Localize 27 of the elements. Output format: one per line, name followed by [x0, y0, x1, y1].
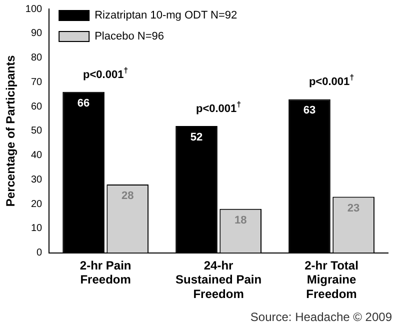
annotation: p<0.001†	[308, 73, 354, 88]
y-tick-label: 90	[30, 28, 43, 40]
y-tick-label: 80	[30, 52, 43, 64]
y-tick-label: 10	[30, 223, 43, 234]
source-note: Source: Headache © 2009	[250, 310, 392, 324]
x-tick-label: 2-hr Total Migraine Freedom	[304, 258, 358, 302]
y-tick-label: 60	[30, 101, 43, 112]
y-axis-title: Percentage of Participants	[4, 54, 18, 207]
data-label: 66	[77, 97, 90, 110]
data-label: 23	[347, 202, 360, 214]
y-tick-label: 50	[30, 126, 43, 137]
legend-label: Placebo N=96	[94, 30, 164, 43]
y-tick-label: 30	[30, 174, 43, 186]
y-tick-label: 100	[25, 4, 43, 15]
annotation: p<0.001†	[83, 66, 128, 81]
y-tick-label: 70	[30, 76, 43, 88]
y-tick-label: 20	[30, 198, 43, 210]
data-label: 63	[303, 104, 316, 117]
data-label: 52	[190, 132, 203, 144]
legend-label: Rizatriptan 10-mg ODT N=92	[94, 10, 238, 22]
x-tick-label: 2-hr Pain Freedom	[80, 258, 132, 287]
data-label: 28	[121, 190, 134, 202]
data-label: 18	[234, 214, 247, 226]
x-tick-label: 24-hr Sustained Pain Freedom	[176, 258, 262, 302]
y-tick-label: 0	[36, 248, 43, 259]
annotation: p<0.001†	[196, 100, 242, 116]
y-tick-label: 40	[30, 150, 43, 162]
